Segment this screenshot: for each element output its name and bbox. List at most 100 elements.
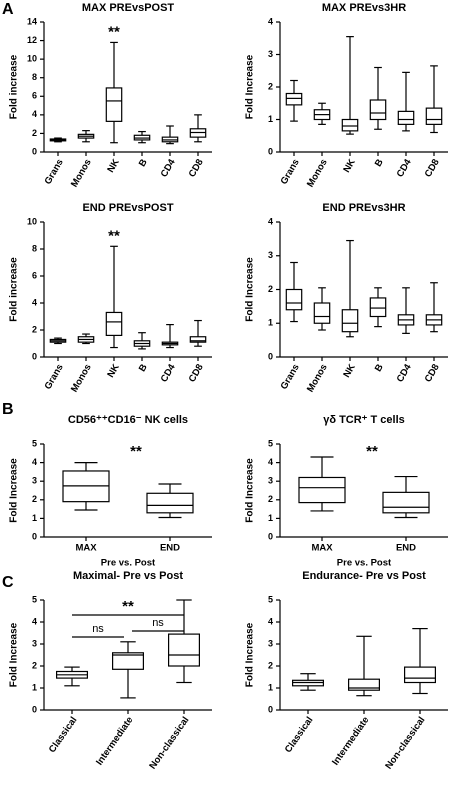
x-tick-label: Monos	[69, 157, 94, 189]
significance-label: ns	[92, 623, 104, 635]
y-tick-label: 4	[32, 297, 37, 307]
x-tick-label: CD4	[159, 362, 178, 385]
y-axis-label: Fold Increase	[245, 458, 256, 523]
significance-label: ns	[152, 617, 164, 629]
y-tick-label: 0	[268, 531, 273, 541]
x-tick-label: Non-classical	[383, 715, 427, 771]
y-tick-label: 3	[268, 250, 273, 260]
y-tick-label: 4	[32, 457, 37, 467]
y-tick-label: 3	[268, 638, 273, 648]
box	[382, 491, 430, 514]
significance-label: **	[130, 443, 142, 460]
y-tick-label: 6	[32, 270, 37, 280]
y-axis-label: Fold increase	[9, 54, 20, 119]
significance-label: **	[122, 598, 134, 615]
box	[369, 99, 387, 121]
x-tick-label: CD4	[395, 362, 414, 385]
y-axis-label: Fold Increase	[9, 458, 20, 523]
y-tick-label: 5	[32, 438, 37, 448]
box	[369, 297, 387, 318]
box	[298, 476, 346, 504]
y-tick-label: 4	[268, 216, 273, 226]
y-tick-label: 1	[268, 682, 273, 692]
y-axis-label: Fold Increase	[245, 257, 256, 322]
box	[313, 302, 331, 324]
significance-label: **	[366, 443, 378, 460]
x-tick-label: CD8	[423, 157, 442, 179]
y-tick-label: 2	[32, 128, 37, 138]
x-tick-label: Classical	[47, 715, 80, 755]
x-axis-label: Pre vs. Post	[101, 558, 156, 569]
y-tick-label: 10	[27, 54, 37, 64]
y-tick-label: 10	[27, 216, 37, 226]
chart-title: Maximal- Pre vs Post	[73, 570, 183, 582]
box	[341, 118, 359, 132]
y-tick-label: 3	[268, 476, 273, 486]
chart-title: MAX PREvs3HR	[322, 2, 406, 14]
panel-label: A	[2, 1, 14, 18]
y-tick-label: 2	[268, 494, 273, 504]
x-tick-label: Intermediate	[330, 715, 371, 768]
y-tick-label: 8	[32, 72, 37, 82]
y-tick-label: 2	[32, 660, 37, 670]
panel-label: C	[2, 574, 14, 591]
box	[285, 92, 303, 106]
x-tick-label: B	[373, 362, 386, 374]
box	[397, 110, 415, 125]
y-tick-label: 14	[27, 16, 37, 26]
y-tick-label: 3	[32, 476, 37, 486]
y-tick-label: 1	[268, 114, 273, 124]
y-tick-label: 0	[268, 351, 273, 361]
chart-title: Endurance- Pre vs Post	[302, 570, 426, 582]
x-tick-label: Grans	[279, 157, 302, 186]
y-tick-label: 4	[268, 616, 273, 626]
y-axis-label: Fold Increase	[245, 622, 256, 687]
x-tick-label: NK	[105, 362, 121, 380]
x-tick-label: MAX	[311, 543, 333, 554]
y-tick-label: 4	[268, 16, 273, 26]
x-tick-label: CD8	[187, 362, 206, 384]
x-tick-label: Grans	[43, 157, 66, 186]
y-tick-label: 1	[32, 682, 37, 692]
y-tick-label: 1	[32, 513, 37, 523]
y-tick-label: 5	[268, 438, 273, 448]
y-tick-label: 2	[268, 81, 273, 91]
box	[105, 87, 123, 122]
y-tick-label: 3	[268, 49, 273, 59]
y-axis-label: Fold Increase	[245, 54, 256, 119]
y-tick-label: 12	[27, 35, 37, 45]
box	[168, 633, 201, 667]
y-tick-label: 3	[32, 638, 37, 648]
y-tick-label: 1	[268, 318, 273, 328]
box	[146, 492, 194, 514]
x-tick-label: Intermediate	[94, 715, 135, 768]
x-tick-label: Grans	[43, 362, 66, 391]
y-tick-label: 2	[268, 284, 273, 294]
x-tick-label: Classical	[283, 715, 316, 755]
y-tick-label: 2	[32, 324, 37, 334]
y-tick-label: 0	[268, 704, 273, 714]
x-tick-label: NK	[341, 157, 357, 175]
y-tick-label: 0	[32, 351, 37, 361]
y-tick-label: 8	[32, 243, 37, 253]
box	[348, 678, 381, 691]
x-tick-label: NK	[341, 362, 357, 380]
x-tick-label: CD4	[395, 157, 414, 180]
y-tick-label: 4	[32, 109, 37, 119]
y-tick-label: 2	[268, 660, 273, 670]
x-tick-label: END	[396, 543, 416, 554]
x-tick-label: B	[373, 157, 386, 169]
chart-title: END PREvsPOST	[82, 202, 173, 214]
box	[425, 107, 443, 125]
y-tick-label: 4	[32, 616, 37, 626]
panel-label: B	[2, 401, 14, 418]
y-tick-label: 0	[32, 146, 37, 156]
significance-label: **	[108, 227, 120, 244]
box	[105, 311, 123, 337]
x-tick-label: MAX	[75, 543, 97, 554]
x-axis-label: Pre vs. Post	[337, 558, 392, 569]
x-tick-label: NK	[105, 157, 121, 175]
y-tick-label: 0	[32, 704, 37, 714]
x-tick-label: CD8	[423, 362, 442, 384]
x-tick-label: Monos	[305, 362, 330, 394]
